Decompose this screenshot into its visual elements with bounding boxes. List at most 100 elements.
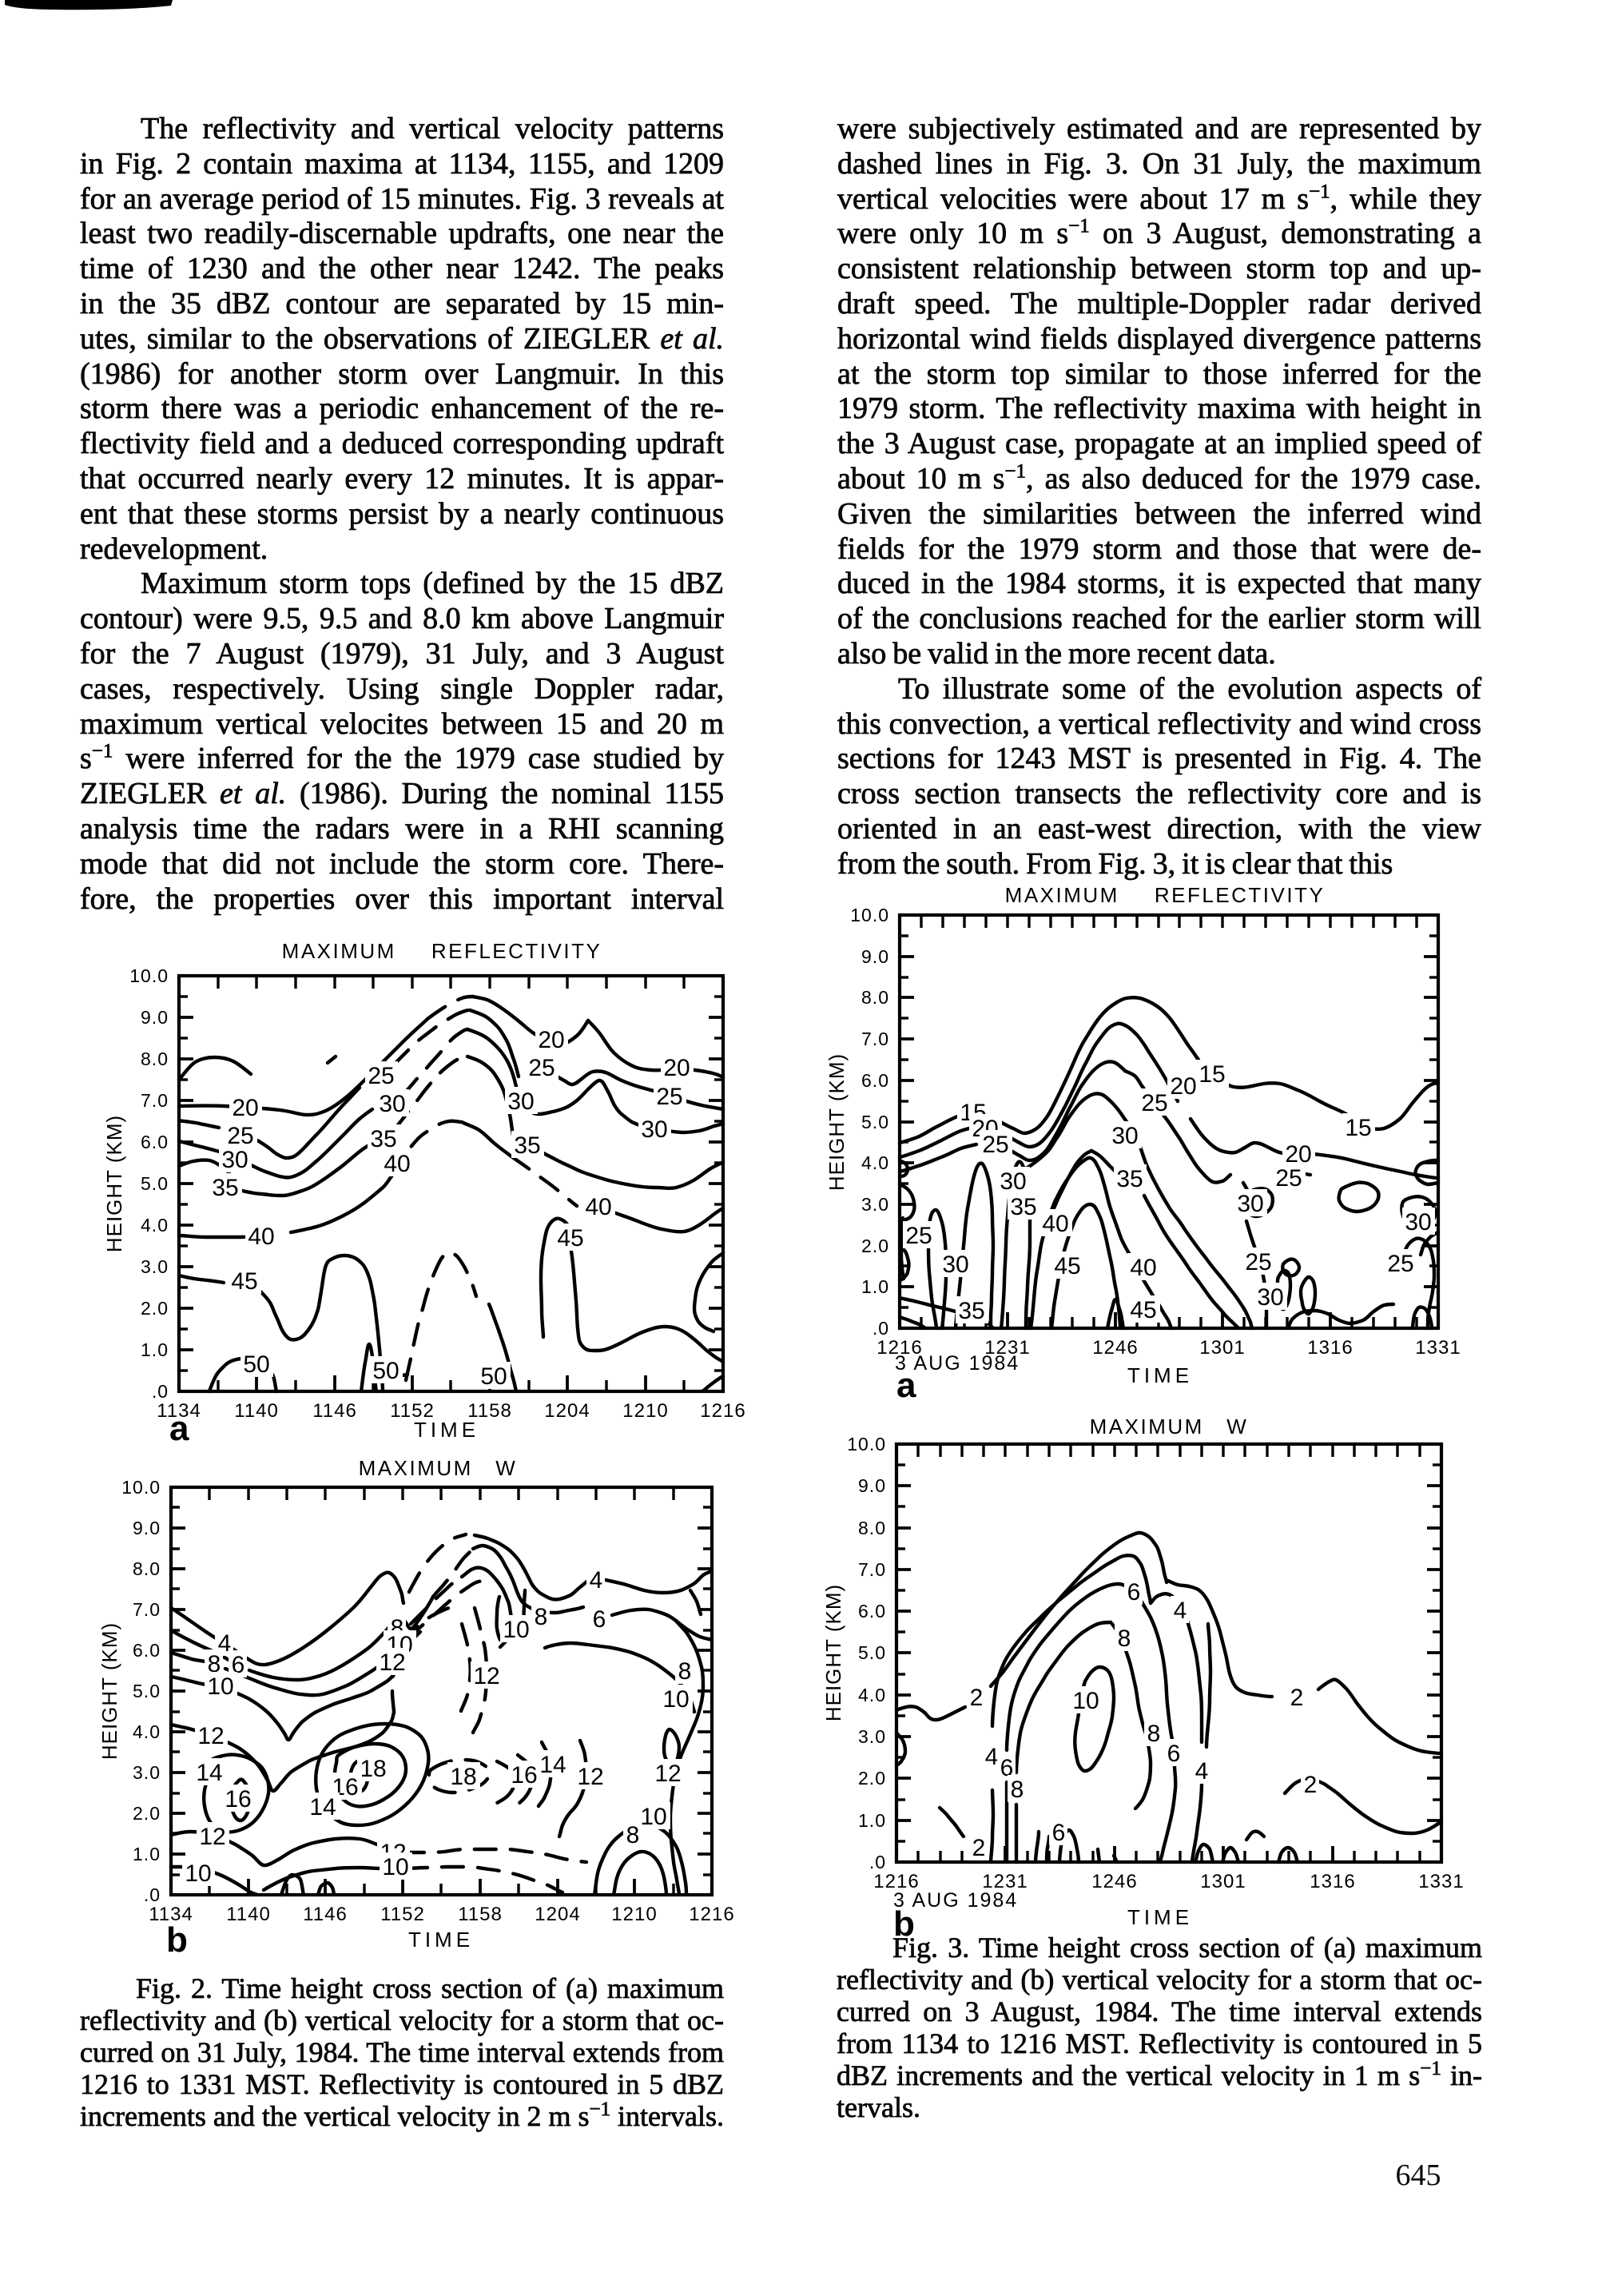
svg-text:1301: 1301	[1199, 1337, 1245, 1359]
svg-text:3.0: 3.0	[861, 1194, 889, 1215]
svg-text:12: 12	[379, 1649, 405, 1676]
svg-text:6.0: 6.0	[861, 1070, 889, 1091]
svg-text:45: 45	[231, 1268, 257, 1295]
svg-text:18: 18	[450, 1764, 476, 1790]
svg-text:a: a	[896, 1366, 916, 1405]
svg-text:TIME: TIME	[1127, 1905, 1193, 1929]
svg-text:45: 45	[557, 1225, 583, 1251]
svg-text:15: 15	[1345, 1115, 1371, 1141]
svg-text:1204: 1204	[544, 1400, 590, 1422]
svg-text:4: 4	[590, 1567, 603, 1594]
svg-text:1331: 1331	[1415, 1337, 1461, 1359]
svg-text:30: 30	[379, 1091, 405, 1117]
svg-text:5.0: 5.0	[861, 1112, 889, 1132]
svg-text:6: 6	[593, 1606, 606, 1633]
svg-text:25: 25	[528, 1055, 555, 1081]
svg-text:1.0: 1.0	[858, 1810, 886, 1831]
svg-text:2.0: 2.0	[861, 1236, 889, 1256]
svg-text:45: 45	[1130, 1297, 1156, 1323]
svg-text:7.0: 7.0	[141, 1090, 169, 1111]
svg-text:40: 40	[585, 1194, 611, 1220]
svg-text:40: 40	[1130, 1255, 1156, 1281]
svg-text:1216: 1216	[700, 1400, 745, 1422]
svg-text:.0: .0	[869, 1852, 886, 1872]
svg-text:15: 15	[1198, 1061, 1225, 1088]
svg-text:1146: 1146	[312, 1400, 357, 1422]
svg-text:8: 8	[1011, 1777, 1024, 1803]
svg-text:9.0: 9.0	[133, 1518, 161, 1538]
svg-text:6: 6	[1052, 1820, 1066, 1846]
svg-text:3.0: 3.0	[858, 1726, 886, 1747]
svg-text:8.0: 8.0	[141, 1049, 169, 1069]
svg-text:1216: 1216	[877, 1337, 922, 1359]
svg-text:20: 20	[232, 1095, 258, 1121]
svg-text:30: 30	[1257, 1284, 1283, 1311]
svg-text:45: 45	[1054, 1253, 1080, 1279]
svg-text:10: 10	[662, 1686, 689, 1713]
svg-text:TIME: TIME	[1127, 1363, 1193, 1387]
svg-text:1301: 1301	[1200, 1871, 1246, 1892]
svg-text:1134: 1134	[149, 1904, 193, 1925]
svg-text:35: 35	[1116, 1166, 1143, 1192]
svg-text:35: 35	[958, 1298, 984, 1324]
svg-text:1216: 1216	[873, 1871, 919, 1892]
svg-text:14: 14	[539, 1752, 566, 1778]
svg-text:40: 40	[1042, 1211, 1068, 1237]
svg-text:2.0: 2.0	[141, 1298, 169, 1319]
svg-text:10: 10	[185, 1860, 211, 1887]
svg-text:4.0: 4.0	[141, 1215, 169, 1236]
svg-text:10.0: 10.0	[850, 905, 889, 925]
svg-text:50: 50	[243, 1351, 269, 1378]
svg-text:1331: 1331	[1418, 1871, 1464, 1892]
svg-text:6: 6	[232, 1652, 245, 1678]
svg-text:1246: 1246	[1091, 1871, 1137, 1892]
svg-text:1246: 1246	[1092, 1337, 1138, 1359]
svg-text:10: 10	[382, 1854, 408, 1880]
svg-text:25: 25	[1245, 1249, 1271, 1275]
svg-text:2: 2	[1304, 1772, 1318, 1798]
svg-text:25: 25	[982, 1132, 1008, 1158]
svg-text:TIME: TIME	[408, 1928, 474, 1952]
svg-text:8.0: 8.0	[133, 1558, 161, 1579]
svg-text:6: 6	[1127, 1579, 1141, 1606]
svg-text:8: 8	[678, 1658, 692, 1685]
svg-text:10.0: 10.0	[121, 1477, 161, 1498]
svg-text:6.0: 6.0	[133, 1640, 161, 1661]
svg-text:MAXIMUM W: MAXIMUM W	[359, 1456, 518, 1480]
svg-text:MAXIMUM W: MAXIMUM W	[1090, 1415, 1249, 1438]
svg-text:1146: 1146	[303, 1904, 348, 1925]
svg-text:8.0: 8.0	[858, 1518, 886, 1538]
svg-text:20: 20	[663, 1055, 690, 1081]
svg-text:1210: 1210	[622, 1400, 668, 1422]
svg-text:14: 14	[309, 1794, 336, 1820]
svg-text:25: 25	[227, 1123, 253, 1149]
svg-text:16: 16	[225, 1786, 251, 1813]
svg-text:12: 12	[654, 1761, 681, 1787]
svg-text:1158: 1158	[458, 1904, 503, 1925]
svg-text:8: 8	[1147, 1721, 1161, 1747]
svg-text:16: 16	[511, 1762, 537, 1789]
svg-text:25: 25	[1141, 1090, 1167, 1116]
svg-text:20: 20	[538, 1027, 564, 1053]
svg-text:12: 12	[197, 1723, 224, 1749]
svg-text:10.0: 10.0	[847, 1434, 886, 1454]
svg-text:10: 10	[640, 1804, 666, 1830]
svg-text:2.0: 2.0	[858, 1768, 886, 1789]
svg-text:3.0: 3.0	[141, 1256, 169, 1277]
svg-text:50: 50	[480, 1363, 507, 1390]
svg-text:25: 25	[1387, 1251, 1413, 1277]
svg-text:MAXIMUM REFLECTIVITY: MAXIMUM REFLECTIVITY	[1005, 883, 1326, 907]
svg-text:50: 50	[372, 1358, 399, 1384]
svg-text:25: 25	[1275, 1165, 1302, 1192]
svg-text:3 AUG 1984: 3 AUG 1984	[893, 1889, 1018, 1912]
svg-text:12: 12	[473, 1663, 499, 1689]
svg-text:.0: .0	[144, 1884, 161, 1905]
svg-text:4.0: 4.0	[858, 1685, 886, 1705]
svg-text:HEIGHT (KM): HEIGHT (KM)	[102, 1115, 126, 1252]
svg-text:2.0: 2.0	[133, 1803, 161, 1824]
svg-text:5.0: 5.0	[858, 1642, 886, 1663]
svg-text:1140: 1140	[226, 1904, 271, 1925]
svg-text:10: 10	[503, 1617, 529, 1643]
svg-text:35: 35	[1010, 1194, 1036, 1220]
svg-text:.0: .0	[873, 1318, 889, 1339]
